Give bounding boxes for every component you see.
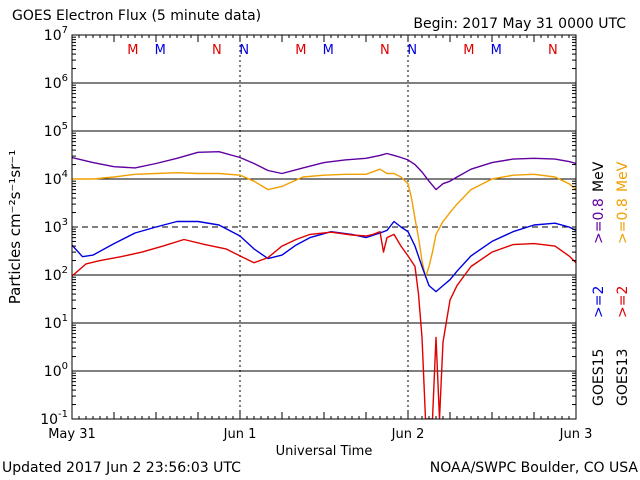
series-line bbox=[72, 220, 576, 293]
series-line bbox=[72, 168, 576, 278]
y-tick-label: 102 bbox=[44, 265, 68, 284]
y-tick-label: 105 bbox=[44, 121, 68, 140]
series-line bbox=[72, 150, 576, 191]
goes13-high-label: >=0.8 bbox=[615, 198, 631, 244]
y-tick-label: 104 bbox=[44, 169, 68, 188]
mn-marker: M bbox=[463, 43, 474, 58]
chart-title: GOES Electron Flux (5 minute data) bbox=[12, 8, 262, 24]
goes13-low-label: >=2 bbox=[615, 286, 631, 318]
x-axis-label: Universal Time bbox=[276, 444, 373, 459]
series-line bbox=[72, 230, 576, 419]
y-tick-label: 101 bbox=[44, 313, 68, 332]
x-tick-label: Jun 2 bbox=[391, 427, 425, 442]
mn-marker: M bbox=[155, 43, 166, 58]
mev-label: MeV bbox=[615, 161, 631, 192]
mn-marker: N bbox=[548, 43, 558, 58]
x-tick-label: Jun 1 bbox=[223, 427, 257, 442]
mn-marker: N bbox=[239, 43, 249, 58]
mn-marker: M bbox=[295, 43, 306, 58]
mev-label: MeV bbox=[591, 161, 607, 192]
mn-marker: N bbox=[380, 43, 390, 58]
goes15-low-label: >=2 bbox=[591, 286, 607, 318]
mn-marker: N bbox=[407, 43, 417, 58]
x-tick-label: May 31 bbox=[48, 427, 96, 442]
mn-marker: M bbox=[323, 43, 334, 58]
y-tick-label: 100 bbox=[44, 361, 68, 380]
y-tick-label: 106 bbox=[44, 73, 68, 92]
y-axis-label: Particles cm⁻²s⁻¹sr⁻¹ bbox=[6, 150, 24, 304]
mn-marker: M bbox=[127, 43, 138, 58]
credit: NOAA/SWPC Boulder, CO USA bbox=[429, 460, 638, 476]
goes15-label: GOES15 bbox=[591, 349, 607, 406]
goes15-high-label: >=0.8 bbox=[591, 198, 607, 244]
y-tick-label: 103 bbox=[44, 217, 68, 236]
y-tick-label: 10-1 bbox=[40, 409, 68, 428]
begin-time: Begin: 2017 May 31 0000 UTC bbox=[413, 16, 626, 32]
y-tick-label: 107 bbox=[44, 25, 68, 44]
updated-time: Updated 2017 Jun 2 23:56:03 UTC bbox=[2, 460, 241, 476]
x-tick-label: Jun 3 bbox=[559, 427, 593, 442]
mn-marker: M bbox=[491, 43, 502, 58]
goes13-label: GOES13 bbox=[615, 349, 631, 406]
mn-marker: N bbox=[212, 43, 222, 58]
